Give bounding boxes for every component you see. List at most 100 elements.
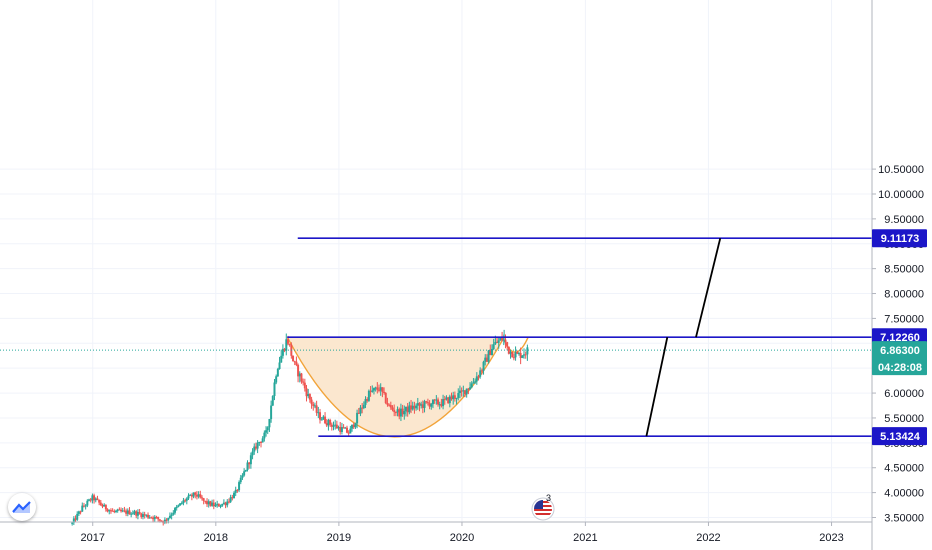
candle-body bbox=[371, 390, 374, 392]
candle-body bbox=[523, 354, 526, 356]
candle-body bbox=[322, 416, 325, 420]
candle-body bbox=[281, 348, 284, 356]
candle-body bbox=[342, 427, 345, 429]
candle-body bbox=[420, 404, 423, 406]
candle-body bbox=[345, 427, 348, 433]
candle-body bbox=[197, 494, 200, 497]
candle-body bbox=[227, 501, 230, 503]
candle-body bbox=[155, 516, 158, 518]
candle-body bbox=[259, 441, 262, 443]
y-tick-label: 9.50000 bbox=[884, 214, 924, 226]
candle-body bbox=[435, 399, 438, 401]
candle-body bbox=[408, 405, 411, 413]
candle-body bbox=[499, 337, 502, 341]
y-tick-label: 10.00000 bbox=[878, 189, 924, 201]
candle-body bbox=[526, 347, 529, 355]
candle-body bbox=[292, 355, 295, 362]
candle-body bbox=[238, 482, 241, 491]
candle-body bbox=[76, 513, 79, 520]
candle-body bbox=[84, 505, 87, 507]
candle-body bbox=[77, 511, 80, 514]
candle-body bbox=[126, 510, 129, 514]
candle-body bbox=[374, 387, 377, 389]
candle-body bbox=[288, 343, 291, 345]
candle-body bbox=[347, 432, 350, 434]
candle-body bbox=[359, 407, 362, 414]
candle-body bbox=[285, 339, 288, 351]
candle-body bbox=[141, 514, 144, 517]
candle-body bbox=[167, 517, 170, 521]
candle-body bbox=[517, 352, 520, 354]
candle-body bbox=[303, 382, 306, 389]
candle-body bbox=[504, 339, 507, 343]
candle-body bbox=[217, 503, 220, 507]
candle-body bbox=[369, 390, 372, 392]
candle-body bbox=[315, 405, 318, 413]
candle-body bbox=[519, 352, 522, 358]
candle-body bbox=[320, 419, 323, 421]
candle-body bbox=[170, 514, 173, 516]
candle-body bbox=[253, 446, 256, 452]
candle-body bbox=[125, 510, 128, 514]
y-tick-label: 8.50000 bbox=[884, 264, 924, 276]
candle-body bbox=[243, 471, 246, 476]
candle-body bbox=[352, 424, 355, 428]
candle-body bbox=[283, 348, 286, 351]
candle-body bbox=[150, 517, 153, 519]
candle-body bbox=[344, 427, 347, 429]
candle-body bbox=[174, 508, 177, 513]
candle-body bbox=[192, 492, 195, 497]
candle-body bbox=[145, 514, 148, 516]
candle-body bbox=[330, 424, 333, 427]
candle-body bbox=[148, 517, 151, 519]
candle-body bbox=[251, 451, 254, 456]
candle-body bbox=[312, 404, 315, 406]
candle-body bbox=[448, 396, 451, 404]
candle-body bbox=[452, 395, 455, 400]
y-tick-label: 3.50000 bbox=[884, 512, 924, 524]
candle-body bbox=[298, 373, 301, 377]
candle-body bbox=[462, 390, 465, 392]
candle-body bbox=[226, 501, 229, 506]
candle-body bbox=[202, 498, 205, 501]
candle-body bbox=[157, 517, 160, 520]
candle-body bbox=[399, 408, 402, 417]
candle-body bbox=[506, 342, 509, 347]
candle-body bbox=[460, 390, 463, 392]
candle-body bbox=[103, 504, 106, 507]
candle-body bbox=[113, 510, 116, 512]
candle-body bbox=[275, 376, 278, 383]
candle-body bbox=[211, 502, 214, 506]
candle-body bbox=[96, 498, 99, 500]
candle-body bbox=[71, 522, 74, 524]
candle-body bbox=[482, 361, 485, 371]
candle-body bbox=[133, 511, 136, 514]
us-flag-event-icon[interactable]: 3 bbox=[531, 493, 555, 521]
flag-badge: 3 bbox=[546, 493, 552, 503]
candle-body bbox=[120, 509, 123, 512]
candle-body bbox=[263, 432, 266, 439]
candle-body bbox=[221, 503, 224, 506]
candle-body bbox=[248, 462, 251, 465]
candle-body bbox=[131, 513, 134, 515]
candle-body bbox=[236, 489, 239, 491]
candle-body bbox=[433, 399, 436, 401]
candle-body bbox=[72, 518, 75, 523]
candle-body bbox=[327, 419, 330, 426]
candle-body bbox=[416, 403, 419, 406]
candle-body bbox=[361, 407, 364, 409]
x-tick-label: 2021 bbox=[573, 532, 597, 544]
tradingview-logo-icon[interactable] bbox=[8, 493, 36, 521]
candle-body bbox=[445, 397, 448, 400]
candle-body bbox=[256, 442, 259, 449]
candle-body bbox=[118, 509, 121, 511]
candle-body bbox=[266, 427, 269, 431]
candle-body bbox=[440, 404, 443, 407]
candle-body bbox=[394, 412, 397, 414]
y-tick-label: 6.00000 bbox=[884, 388, 924, 400]
candle-body bbox=[442, 399, 445, 407]
candle-body bbox=[524, 354, 527, 356]
candle-body bbox=[391, 407, 394, 410]
candle-body bbox=[469, 387, 472, 390]
